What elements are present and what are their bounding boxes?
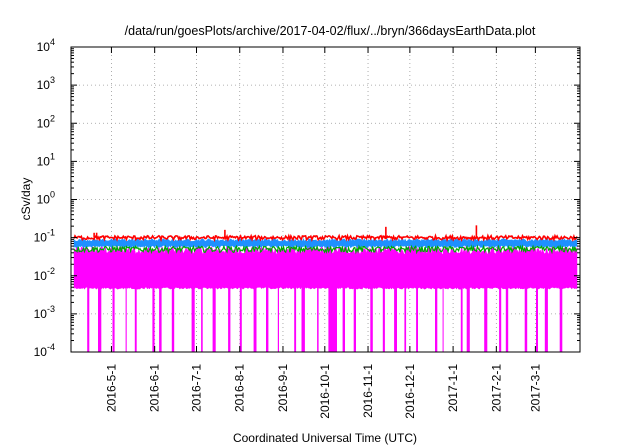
series-magenta-dropout <box>294 287 297 352</box>
series-magenta-dropout <box>484 287 488 352</box>
series-magenta-dropout <box>125 287 127 352</box>
series-magenta-dropout <box>191 287 195 352</box>
series-magenta-dropout <box>228 287 231 352</box>
series-magenta-dropout <box>212 287 216 352</box>
series-blue-band <box>73 237 578 249</box>
x-tick-label: 2017-2-1 <box>489 364 503 412</box>
series-red <box>73 233 578 243</box>
grid-lines <box>71 47 580 352</box>
x-tick-label: 2016-6-1 <box>148 364 162 412</box>
y-tick-label: 10-4 <box>34 342 55 359</box>
x-axis-label: Coordinated Universal Time (UTC) <box>233 431 417 445</box>
series-magenta-dropout <box>524 287 528 352</box>
series-magenta-dropout <box>559 287 563 352</box>
series-magenta-dropout <box>171 287 175 352</box>
x-tick-label: 2016-11-1 <box>361 364 375 418</box>
x-tick-label: 2017-1-1 <box>446 364 460 412</box>
y-tick-label: 102 <box>37 113 55 130</box>
series-group <box>73 225 578 352</box>
series-magenta-dropout <box>499 287 502 352</box>
x-tick-label: 2016-5-1 <box>104 364 118 412</box>
y-axis-label: cSv/day <box>19 178 33 221</box>
y-tick-label: 103 <box>37 75 55 92</box>
x-tick-label: 2016-12-1 <box>403 364 417 419</box>
y-tick-label: 104 <box>37 37 55 54</box>
y-tick-label: 10-1 <box>34 228 55 245</box>
y-tick-label: 10-3 <box>34 304 55 321</box>
series-magenta-dropout <box>370 287 373 352</box>
series-magenta-dropout <box>266 287 269 352</box>
x-tick-label: 2016-9-1 <box>276 364 290 412</box>
series-magenta-dropout <box>435 287 438 352</box>
x-tick-label: 2017-3-1 <box>528 364 542 412</box>
series-blue <box>73 237 578 249</box>
series-magenta-dropout <box>134 287 137 352</box>
series-magenta-dropout <box>505 287 509 352</box>
x-axis: 2016-5-1 2016-6-1 2016-7-1 2016-8-1 2016-9-1… <box>104 47 542 419</box>
series-magenta-dropout <box>277 287 279 352</box>
series-magenta-dropout <box>353 287 356 352</box>
series-magenta-dropout <box>394 287 397 352</box>
series-magenta-dropout <box>87 287 90 352</box>
series-magenta-dropout <box>329 287 337 352</box>
chart-title: /data/run/goesPlots/archive/2017-04-02/f… <box>125 24 536 38</box>
series-magenta-dropout <box>317 287 319 352</box>
series-magenta-dropout <box>442 287 444 352</box>
series-green <box>73 244 578 255</box>
series-magenta-dropout <box>152 287 155 352</box>
series-magenta-dropout <box>201 287 203 352</box>
x-tick-label: 2016-10-1 <box>318 364 332 419</box>
x-tick-label: 2016-8-1 <box>233 364 247 412</box>
series-magenta-dropout <box>112 287 115 352</box>
series-magenta-dropout <box>159 287 162 352</box>
series-magenta-dropout <box>382 287 385 352</box>
series-magenta-dropout <box>404 287 407 352</box>
series-magenta <box>73 245 578 352</box>
y-axis: 10-4 10-3 10-2 10-1 100 101 102 103 104 <box>34 37 580 359</box>
series-magenta-dropout <box>301 287 305 352</box>
series-magenta-dropout <box>239 287 242 352</box>
series-magenta-dropout <box>342 287 345 352</box>
y-tick-label: 100 <box>37 190 55 207</box>
x-tick-label: 2016-7-1 <box>190 364 204 412</box>
series-magenta-dropout <box>416 287 418 352</box>
series-magenta-dropout <box>544 287 548 352</box>
y-tick-label: 10-2 <box>34 266 55 283</box>
y-tick-label: 101 <box>37 151 55 168</box>
series-magenta-dropout <box>536 287 538 352</box>
series-magenta-dropout <box>253 287 257 352</box>
series-magenta-dropout <box>460 287 463 352</box>
series-magenta-band <box>73 245 578 290</box>
series-magenta-dropout <box>98 287 102 352</box>
series-magenta-dropout <box>466 287 470 352</box>
